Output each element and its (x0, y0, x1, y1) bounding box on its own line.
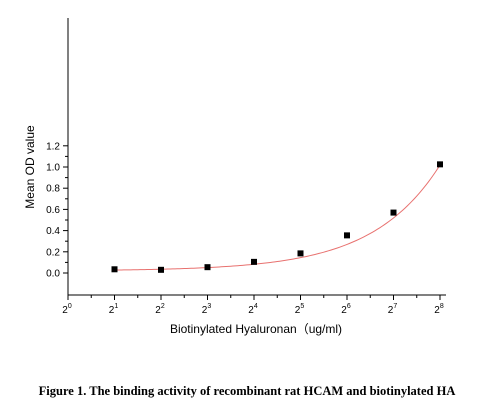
x-tick-label: 22 (155, 303, 165, 316)
data-points (111, 161, 443, 273)
data-point (111, 266, 118, 273)
data-point (390, 209, 397, 216)
x-tick-labels: 20 21 22 23 24 25 26 27 28 (62, 303, 444, 316)
x-tick-label: 21 (109, 303, 119, 316)
axes (63, 18, 446, 300)
y-axis-title: Mean OD value (23, 125, 37, 209)
x-tick-label: 20 (62, 303, 72, 316)
fit-curve (114, 164, 441, 271)
y-tick-label: 1.0 (46, 163, 60, 174)
y-tick-label: 0.2 (46, 247, 60, 258)
x-tick-label: 25 (295, 303, 305, 316)
figure-caption: Figure 1. The binding activity of recomb… (38, 384, 456, 398)
y-tick-label: 0.6 (46, 205, 60, 216)
y-tick-labels: 0.0 0.2 0.4 0.6 0.8 1.0 1.2 (46, 141, 60, 279)
x-tick-label: 24 (248, 303, 258, 316)
y-tick-label: 0.8 (46, 184, 60, 195)
data-point (344, 232, 350, 239)
y-tick-label: 1.2 (46, 141, 60, 152)
data-point (297, 250, 304, 257)
x-tick-label: 23 (202, 303, 212, 316)
x-tick-label: 28 (434, 303, 444, 316)
data-point (437, 161, 443, 168)
y-tick-label: 0.4 (46, 226, 60, 237)
x-axis-title: Biotinylated Hyaluronan（ug/ml) (170, 322, 342, 336)
fit-curve-group (114, 164, 441, 271)
data-point (158, 266, 164, 273)
y-tick-label: 0.0 (46, 269, 60, 280)
data-point (204, 264, 211, 271)
x-tick-label: 26 (341, 303, 351, 316)
x-tick-label: 27 (388, 303, 398, 316)
data-point (251, 258, 257, 265)
